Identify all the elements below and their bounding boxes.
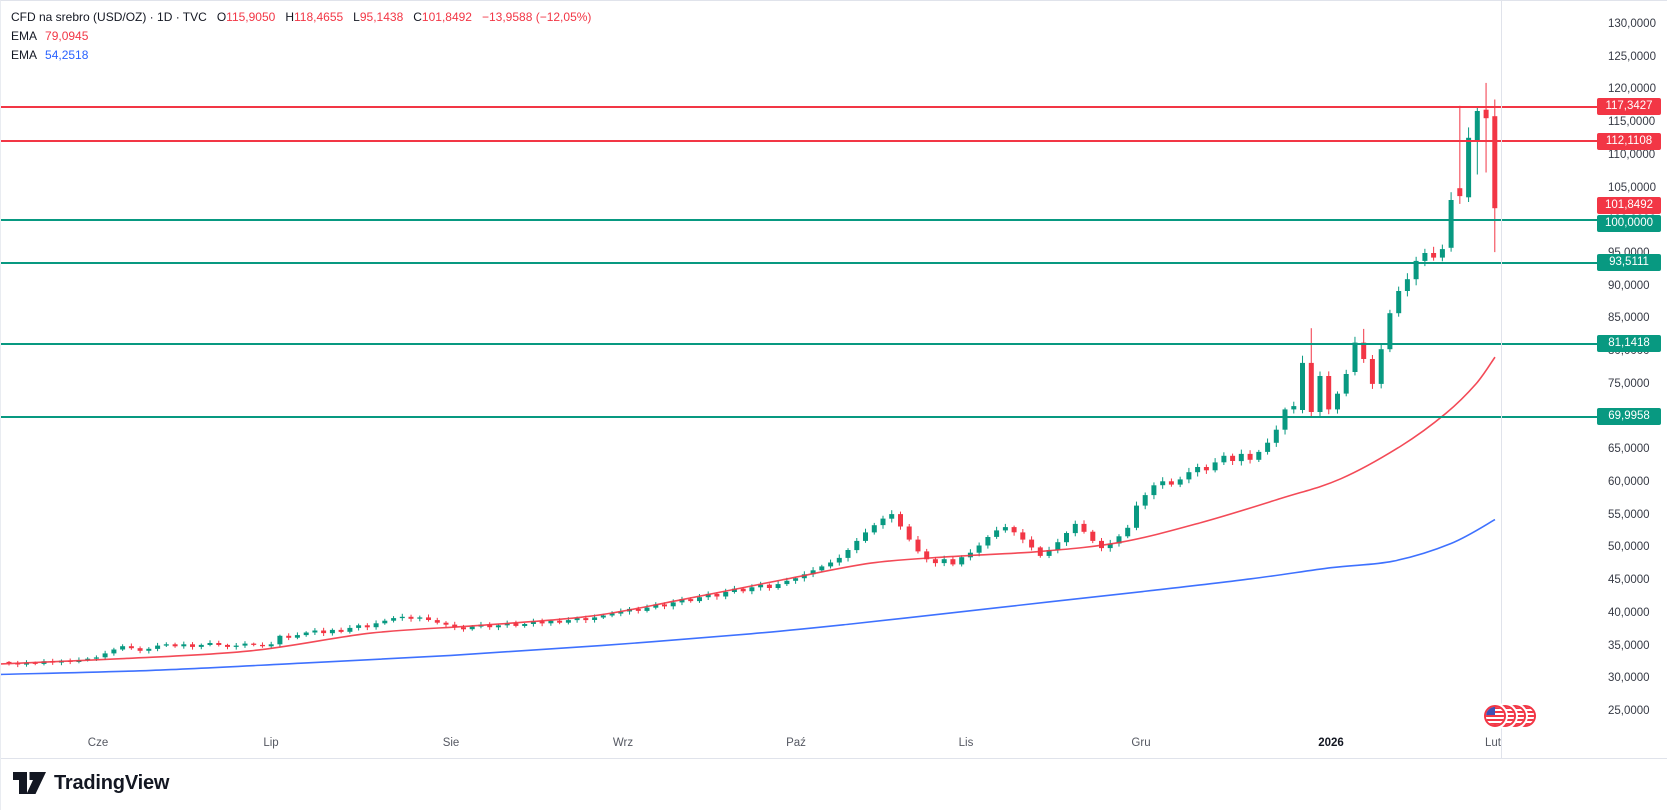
tradingview-logo[interactable]: TradingView <box>13 772 169 795</box>
time-axis-label: Cze <box>87 737 109 749</box>
us-flag-event-icon[interactable] <box>1484 705 1506 727</box>
ema-fast-label[interactable]: EMA <box>11 29 38 43</box>
flag-canton <box>1486 707 1495 715</box>
high-value: 118,4655 <box>294 10 344 24</box>
price-tick-label: 55,0000 <box>1608 508 1650 521</box>
horizontal-price-line[interactable] <box>1 140 1597 143</box>
close-value: 101,8492 <box>421 10 472 24</box>
ema-slow-value: 54,2518 <box>45 48 89 62</box>
tradingview-logo-text: TradingView <box>54 772 170 794</box>
time-axis-label: 2026 <box>1318 737 1344 749</box>
price-tick-label: 25,0000 <box>1608 705 1650 717</box>
ema-fast-line[interactable] <box>1 356 1496 665</box>
change-value: −13,9588 (−12,05%) <box>481 10 592 24</box>
price-tick-label: 90,0000 <box>1608 279 1650 292</box>
price-axis[interactable]: 130,0000 125,0000 120,0000 115,0000 110,0000… <box>1501 1 1667 759</box>
price-tick-label: 65,0000 <box>1608 443 1650 456</box>
symbol-legend[interactable]: CFD na srebro (USD/OZ) · 1D · TVC O115,90… <box>11 8 591 65</box>
price-tick-label: 130,0000 <box>1608 18 1656 30</box>
horizontal-price-line[interactable] <box>1 342 1597 345</box>
time-axis[interactable]: Cze Lip Sie Wrz Paź Lis Gru 2026 Lut <box>1 729 1667 759</box>
price-tick-label: 85,0000 <box>1608 312 1650 325</box>
price-tick-label: 75,0000 <box>1608 377 1650 390</box>
time-axis-label: Lip <box>263 737 279 749</box>
time-axis-label: Sie <box>442 737 460 749</box>
price-level-badge: 81,1418 <box>1597 335 1661 353</box>
horizontal-price-line[interactable] <box>1 415 1597 418</box>
time-axis-label: Paź <box>786 737 806 749</box>
price-chart-pane[interactable] <box>1 1 1501 759</box>
time-axis-label: Gru <box>1131 737 1151 749</box>
horizontal-price-line[interactable] <box>1 261 1597 264</box>
time-axis-label: Lut <box>1485 737 1501 749</box>
time-axis-label: Wrz <box>612 737 634 749</box>
symbol-row[interactable]: CFD na srebro (USD/OZ) · 1D · TVC O115,90… <box>11 8 591 26</box>
price-tick-label: 50,0000 <box>1608 541 1650 554</box>
price-tick-label: 30,0000 <box>1608 672 1650 685</box>
indicator-row-ema-slow[interactable]: EMA 54,2518 <box>11 46 591 64</box>
horizontal-price-line[interactable] <box>1 219 1597 222</box>
price-tick-label: 45,0000 <box>1608 574 1650 587</box>
price-level-badge: 101,8492 <box>1597 196 1661 214</box>
low-value: 95,1438 <box>359 10 404 24</box>
high-label: H <box>285 10 294 24</box>
low-label: L <box>353 10 360 24</box>
open-label: O <box>216 10 227 24</box>
close-label: C <box>413 10 422 24</box>
candles <box>6 82 1498 668</box>
price-tick-label: 35,0000 <box>1608 639 1650 652</box>
tradingview-logo-icon <box>13 772 46 794</box>
candlestick-series[interactable] <box>1 1 1501 759</box>
price-tick-label: 115,0000 <box>1608 116 1656 129</box>
axis-separator-line <box>1 758 1667 759</box>
price-level-badge: 100,0000 <box>1597 214 1661 232</box>
price-tick-label: 105,0000 <box>1608 181 1656 194</box>
price-tick-label: 120,0000 <box>1608 83 1656 96</box>
time-axis-label: Lis <box>958 737 974 749</box>
ema-slow-label[interactable]: EMA <box>11 48 38 62</box>
price-level-badge: 93,5111 <box>1597 254 1661 272</box>
price-level-badge: 117,3427 <box>1597 98 1661 116</box>
price-tick-label: 60,0000 <box>1608 476 1650 488</box>
indicator-row-ema-fast[interactable]: EMA 79,0945 <box>11 27 591 45</box>
price-level-badge: 112,1108 <box>1597 132 1661 150</box>
horizontal-price-line[interactable] <box>1 105 1597 108</box>
ema-fast-value: 79,0945 <box>45 29 89 43</box>
price-tick-label: 125,0000 <box>1608 50 1656 63</box>
economic-event-flags[interactable] <box>1484 705 1544 731</box>
ema-slow-line[interactable] <box>1 518 1496 676</box>
symbol-title[interactable]: CFD na srebro (USD/OZ) · 1D · TVC <box>11 10 207 24</box>
price-tick-label: 110,0000 <box>1608 148 1656 161</box>
open-value: 115,9050 <box>226 10 276 24</box>
price-tick-label: 40,0000 <box>1608 606 1650 619</box>
price-level-badge: 69,9958 <box>1597 408 1661 426</box>
